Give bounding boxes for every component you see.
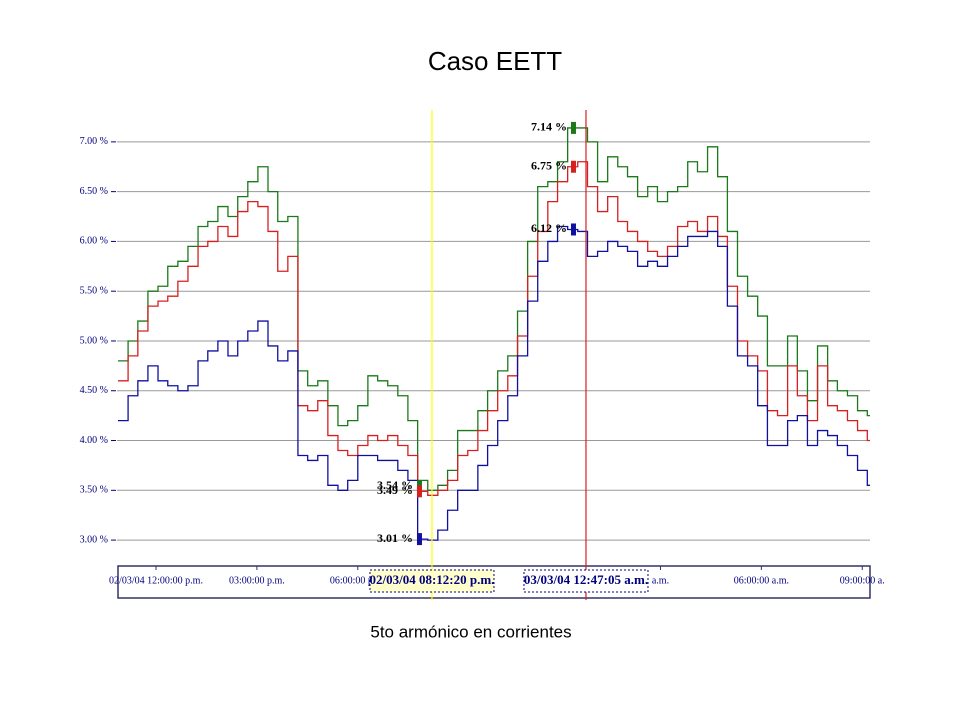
y-tick-label: 6.00 % <box>80 236 108 247</box>
cursor-value-label: 6.75 % <box>531 158 567 172</box>
cursor-value-label: 6.12 % <box>531 221 567 235</box>
cursor-marker <box>570 160 576 173</box>
cursor-value-label: 3.54 % <box>377 478 413 492</box>
x-axis-label: 5to armónico en corrientes <box>370 622 571 641</box>
cursor-marker <box>416 485 422 498</box>
data-line <box>118 127 870 491</box>
y-tick-label: 3.00 % <box>80 534 108 545</box>
y-tick-label: 5.50 % <box>80 285 108 296</box>
y-tick-label: 6.50 % <box>80 186 108 197</box>
cursor-value-label: 3.01 % <box>377 531 413 545</box>
y-tick-label: 3.50 % <box>80 485 108 496</box>
cursor-marker <box>416 533 422 546</box>
y-tick-label: 7.00 % <box>80 136 108 147</box>
x-tick-label: 03:00:00 p.m. <box>229 575 285 586</box>
cursor-marker <box>570 223 576 236</box>
data-line <box>118 225 870 541</box>
x-tick-label: 09:00:00 a. <box>840 575 885 586</box>
x-tick-label: a.m. <box>652 575 669 586</box>
data-line <box>118 161 870 496</box>
cursor-time-label: 03/03/04 12:47:05 a.m. <box>524 572 648 587</box>
y-tick-label: 4.50 % <box>80 385 108 396</box>
cursor-marker <box>570 121 576 134</box>
x-tick-label: 06:00:00 p.m. <box>330 575 386 586</box>
y-tick-label: 4.00 % <box>80 435 108 446</box>
x-tick-label: 06:00:00 a.m. <box>734 575 789 586</box>
y-tick-label: 5.00 % <box>80 335 108 346</box>
cursor-value-label: 3.49 % <box>377 483 413 497</box>
x-tick-label: 02/03/04 12:00:00 p.m. <box>109 575 203 586</box>
cursor-time-label: 02/03/04 08:12:20 p.m. <box>369 572 494 587</box>
cursor-value-label: 7.14 % <box>531 120 567 134</box>
cursor-time-box <box>369 569 495 593</box>
cursor-time-box <box>523 569 649 593</box>
chart-title: Caso EETT <box>428 46 562 76</box>
